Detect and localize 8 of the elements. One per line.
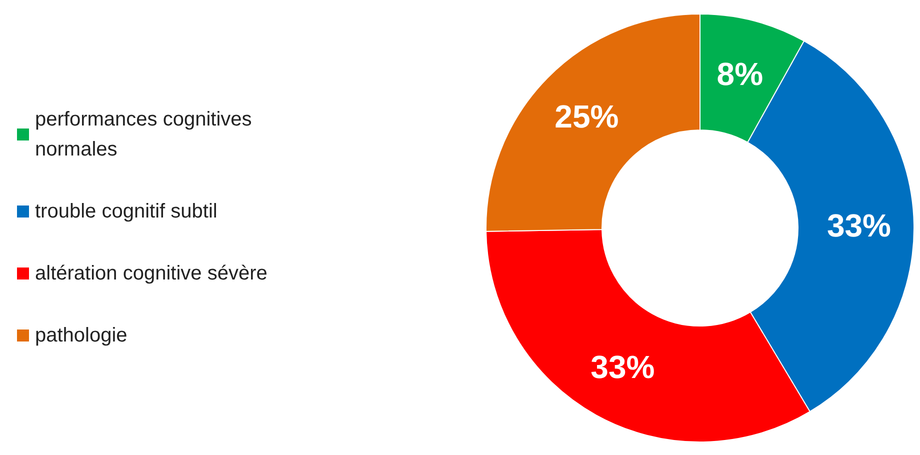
data-label: 33%	[826, 207, 892, 244]
legend-label: performances cognitives normales	[35, 108, 258, 160]
data-label: 33%	[590, 348, 655, 385]
data-label: 8%	[716, 56, 764, 92]
data-label: 25%	[554, 98, 619, 134]
legend-label: altération cognitive sévère	[35, 262, 268, 284]
legend-label: trouble cognitif subtil	[35, 200, 218, 222]
legend-label: pathologie	[35, 324, 128, 346]
